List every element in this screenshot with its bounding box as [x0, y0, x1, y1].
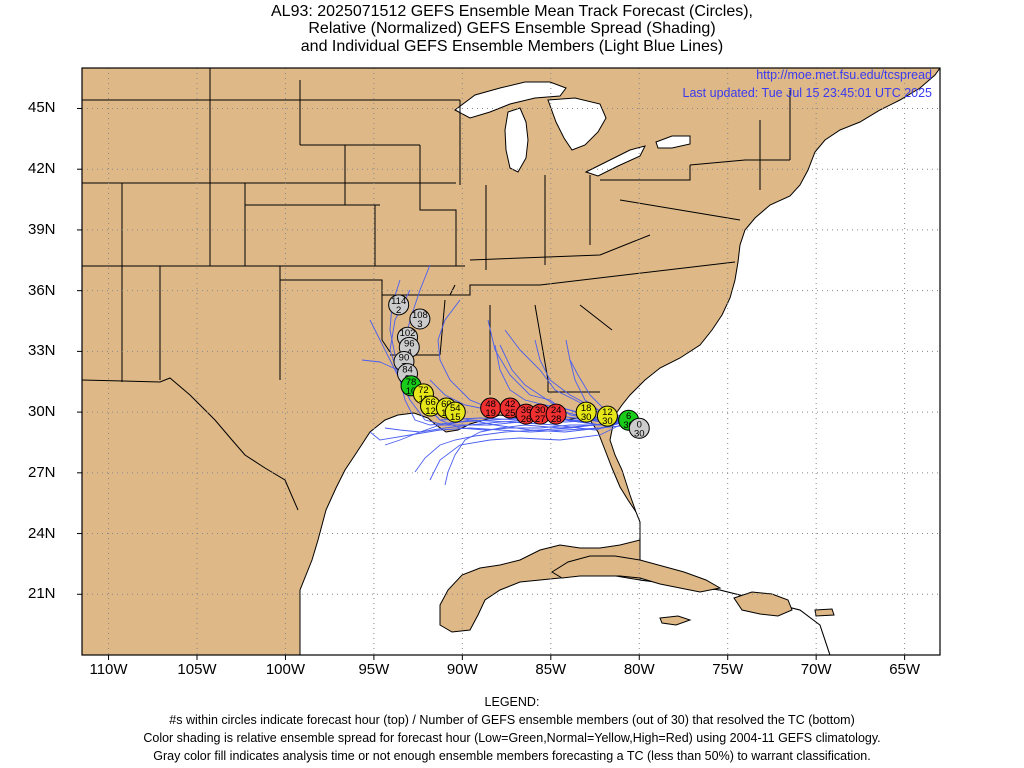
hispaniola [733, 591, 793, 617]
lake-michigan [504, 107, 529, 173]
lat-label: 21N [28, 585, 56, 603]
lon-label: 95W [358, 661, 390, 678]
lake-erie [584, 145, 646, 177]
track-point: 030 [628, 417, 650, 439]
member-count: 2 [396, 305, 401, 316]
lon-label: 105W [177, 661, 217, 678]
member-count: 30 [623, 420, 634, 431]
lat-label: 24N [28, 524, 56, 542]
lon-label: 100W [265, 661, 306, 678]
member-count: 28 [551, 414, 562, 425]
graticule [82, 68, 940, 655]
member-count: 15 [450, 412, 461, 423]
jamaica [659, 615, 692, 626]
lon-label: 110W [89, 661, 128, 678]
lake-ontario [655, 135, 691, 149]
forecast-hour: 42 [505, 399, 516, 410]
forecast-hour: 12 [602, 407, 613, 418]
track-circle [628, 417, 650, 439]
track-circle [444, 401, 466, 423]
lon-label: 70W [800, 661, 832, 678]
forecast-hour: 72 [418, 385, 429, 396]
forecast-hour: 108 [412, 310, 428, 321]
member-count: 10 [406, 386, 417, 397]
member-count: 30 [581, 412, 592, 423]
lon-label: 65W [889, 661, 921, 678]
legend-line-3: Gray color fill indicates analysis time … [153, 749, 871, 763]
member-count: 27 [535, 414, 546, 425]
track-circle [596, 405, 618, 427]
lake-huron [547, 97, 607, 151]
track-circle [409, 308, 431, 330]
forecast-hour: 84 [402, 365, 413, 376]
lon-label: 85W [535, 661, 567, 678]
credit-url[interactable]: http://moe.met.fsu.edu/tcspread [756, 68, 932, 82]
forecast-hour: 0 [637, 419, 642, 430]
map-frame [81, 67, 941, 656]
member-count: 3 [417, 319, 422, 330]
lat-label: 45N [28, 99, 56, 117]
forecast-hour: 6 [626, 411, 631, 422]
member-count: 12 [425, 406, 436, 417]
lat-label: 27N [28, 463, 56, 481]
title-line-3: and Individual GEFS Ensemble Members (Li… [300, 38, 724, 55]
forecast-hour: 54 [450, 403, 461, 414]
lon-label: 80W [623, 661, 655, 678]
credit-updated: Last updated: Tue Jul 15 23:45:01 UTC 20… [682, 86, 932, 100]
forecast-hour: 114 [391, 296, 406, 307]
member-count: 26 [521, 414, 532, 425]
forecast-hour: 102 [400, 328, 416, 339]
axis-ticks [77, 107, 906, 660]
forecast-hour: 48 [485, 399, 496, 410]
lat-label: 30N [28, 403, 56, 421]
lat-label: 33N [28, 342, 56, 360]
forecast-hour: 30 [535, 405, 546, 416]
forecast-hour: 36 [521, 405, 532, 416]
track-circle [545, 403, 567, 425]
lat-label: 39N [28, 220, 56, 238]
track-circle [388, 294, 410, 316]
forecast-hour: 60 [441, 399, 452, 410]
forecast-hour: 18 [581, 403, 592, 414]
track-circle [575, 401, 597, 423]
member-count: 19 [485, 408, 496, 419]
ensemble-mean-track: 1142108310239649078497810721166126013541… [388, 294, 650, 439]
forecast-hour: 90 [399, 353, 410, 364]
title-line-1: AL93: 2025071512 GEFS Ensemble Mean Trac… [271, 3, 753, 20]
lake-superior [454, 81, 567, 119]
legend-line-2: Color shading is relative ensemble sprea… [143, 731, 881, 745]
puerto-rico [814, 608, 835, 617]
legend-heading: LEGEND: [484, 695, 540, 709]
title-line-2: Relative (Normalized) GEFS Ensemble Spre… [308, 20, 716, 37]
forecast-hour: 24 [551, 405, 562, 416]
forecast-hour: 66 [425, 397, 436, 408]
forecast-hour: 96 [404, 338, 415, 349]
lat-label: 36N [28, 281, 56, 299]
member-count: 30 [602, 416, 613, 427]
lon-label: 90W [446, 661, 478, 678]
member-count: 30 [634, 428, 645, 439]
member-count: 25 [505, 408, 516, 419]
lon-label: 75W [712, 661, 744, 678]
legend-line-1: #s within circles indicate forecast hour… [169, 713, 855, 727]
forecast-hour: 78 [406, 377, 417, 388]
cuba [551, 555, 722, 593]
lat-label: 42N [28, 160, 56, 178]
